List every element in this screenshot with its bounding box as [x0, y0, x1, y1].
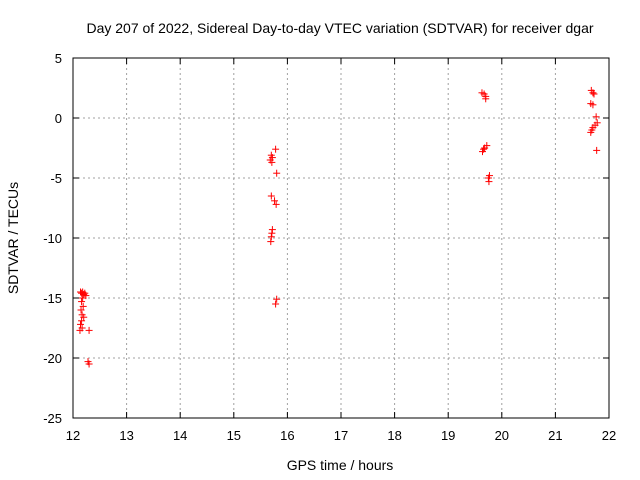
chart-title: Day 207 of 2022, Sidereal Day-to-day VTE…	[86, 20, 593, 36]
x-tick-label: 15	[227, 428, 241, 443]
y-tick-label: -20	[43, 351, 62, 366]
data-point	[272, 200, 280, 208]
data-point	[271, 197, 279, 205]
x-tick-label: 18	[387, 428, 401, 443]
data-points	[76, 86, 601, 368]
y-tick-label: 5	[55, 51, 62, 66]
data-point	[77, 306, 85, 314]
x-tick-label: 17	[334, 428, 348, 443]
data-point	[273, 295, 281, 303]
x-tick-label: 14	[173, 428, 187, 443]
y-axis-label: SDTVAR / TECUs	[5, 182, 21, 294]
data-point	[78, 298, 86, 306]
data-point	[267, 238, 275, 246]
x-axis-tick-labels: 12 13 14 15 16 17 18 19 20 21 22	[66, 428, 616, 443]
grid-lines	[73, 58, 609, 418]
x-tick-label: 20	[495, 428, 509, 443]
axis-ticks	[72, 57, 610, 419]
y-tick-label: -25	[43, 411, 62, 426]
data-point	[78, 317, 86, 325]
data-point	[77, 320, 85, 328]
x-tick-label: 12	[66, 428, 80, 443]
data-point	[587, 128, 595, 136]
data-point	[80, 313, 88, 321]
y-tick-label: -15	[43, 291, 62, 306]
data-point	[267, 233, 275, 241]
data-point	[272, 145, 280, 153]
data-point	[79, 302, 87, 310]
x-tick-label: 13	[119, 428, 133, 443]
x-axis-label: GPS time / hours	[287, 457, 394, 473]
y-tick-label: -10	[43, 231, 62, 246]
data-point	[479, 148, 487, 156]
x-tick-label: 22	[602, 428, 616, 443]
data-point	[592, 113, 600, 121]
data-point	[590, 90, 598, 98]
data-point	[481, 144, 489, 152]
data-point	[482, 95, 490, 103]
data-point	[484, 174, 492, 182]
data-point	[272, 300, 280, 308]
y-tick-label: 0	[55, 111, 62, 126]
x-tick-label: 19	[441, 428, 455, 443]
y-tick-label: -5	[50, 171, 62, 186]
x-tick-label: 16	[280, 428, 294, 443]
data-point	[85, 360, 93, 368]
data-point	[593, 146, 601, 154]
data-point	[268, 229, 276, 237]
data-point	[76, 326, 84, 334]
data-point	[268, 158, 276, 166]
data-point	[267, 192, 275, 200]
data-point	[79, 294, 87, 302]
y-axis-tick-labels: -25 -20 -15 -10 -5 0 5	[43, 51, 62, 426]
data-point	[268, 226, 276, 234]
data-point	[589, 89, 597, 97]
data-point	[589, 101, 597, 109]
data-point	[273, 169, 281, 177]
data-point	[85, 326, 93, 334]
data-point	[485, 178, 493, 186]
x-tick-label: 21	[548, 428, 562, 443]
